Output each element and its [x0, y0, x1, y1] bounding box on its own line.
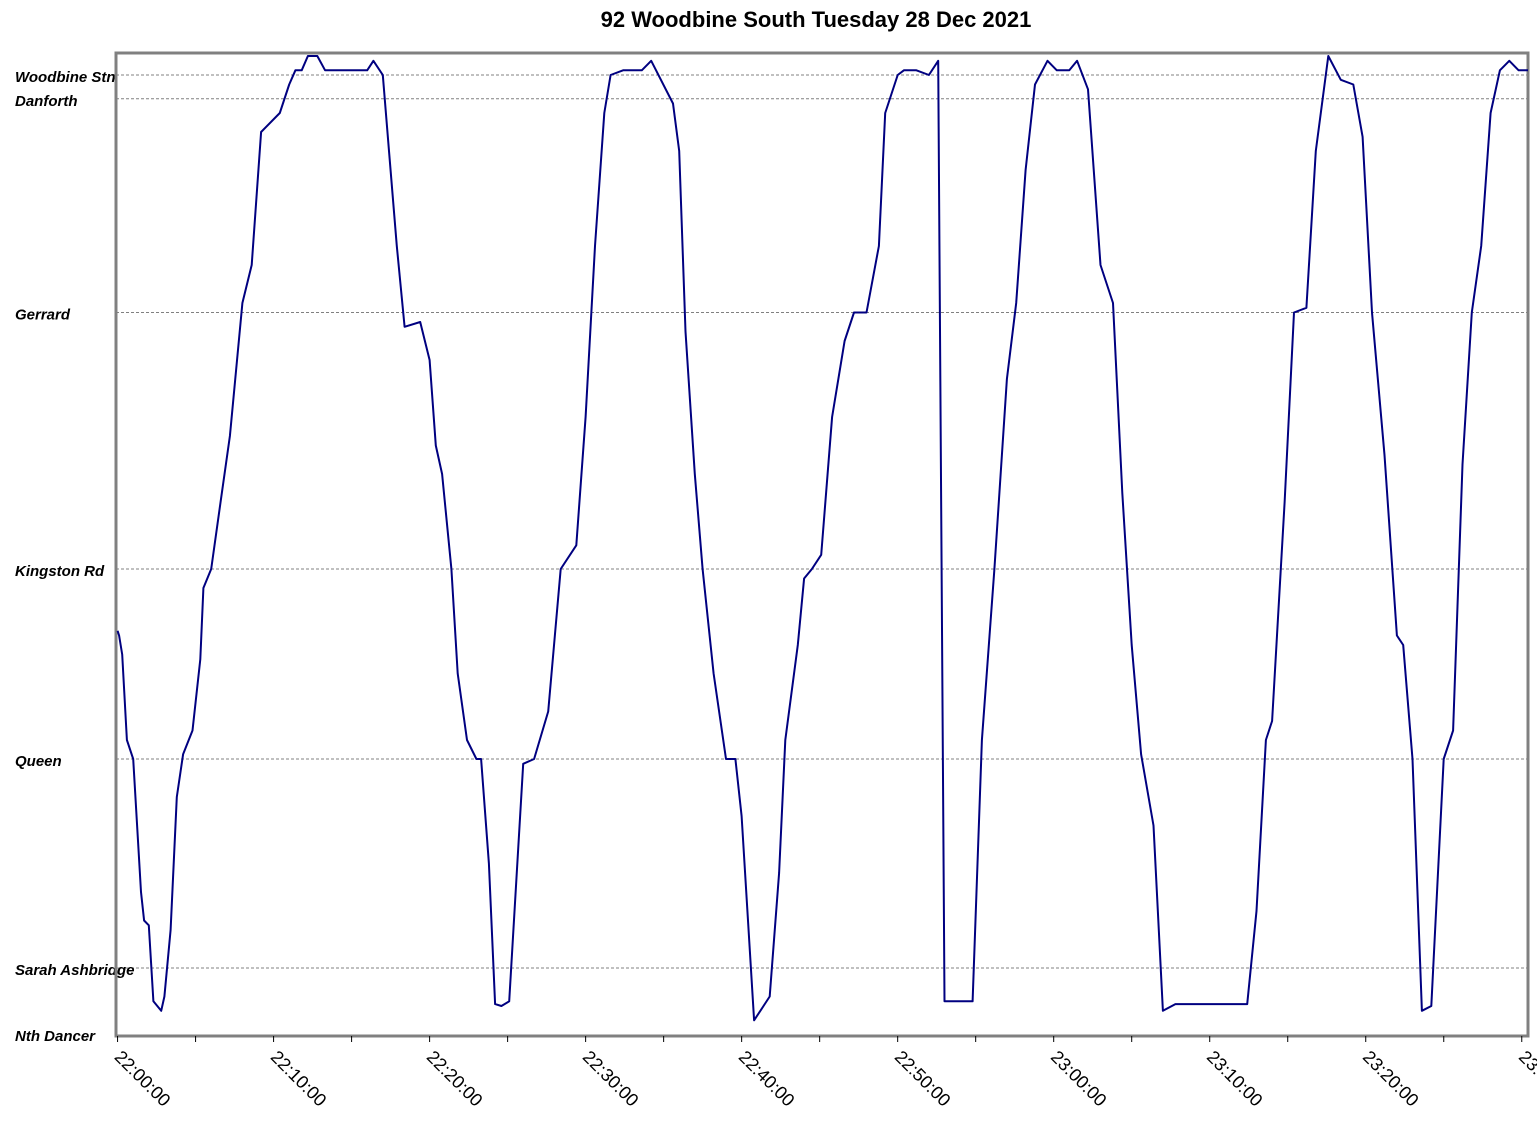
stop-label: Nth Dancer: [15, 1028, 96, 1045]
stop-label: Kingston Rd: [15, 563, 105, 580]
x-tick-label: 23:00:00: [1047, 1047, 1111, 1111]
bus-trace-line: [116, 55, 1528, 1022]
x-tick-label: 22:30:00: [579, 1047, 643, 1111]
x-tick-label: 22:00:00: [111, 1047, 175, 1111]
x-tick-label: 23:10:00: [1203, 1047, 1267, 1111]
chart-title: 92 Woodbine South Tuesday 28 Dec 2021: [601, 7, 1032, 32]
stop-label: Sarah Ashbridge: [15, 962, 134, 979]
x-axis-ticks: [117, 1036, 1523, 1042]
stop-label: Danforth: [15, 93, 78, 110]
plot-frame: [114, 51, 1530, 1038]
stop-label: Queen: [15, 753, 62, 770]
x-tick-label: 22:10:00: [267, 1047, 331, 1111]
stop-label: Woodbine Stn: [15, 69, 116, 86]
x-tick-label: 22:50:00: [891, 1047, 955, 1111]
stop-labels: Woodbine Stn Danforth Gerrard Kingston Rd Qu…: [15, 69, 134, 1045]
x-tick-label: 23:30:00: [1515, 1047, 1537, 1111]
stop-label: Gerrard: [15, 307, 71, 324]
x-axis-tick-labels: 22:00:00 22:10:00 22:20:00 22:30:00 22:40:00…: [111, 1047, 1537, 1111]
x-tick-label: 22:20:00: [423, 1047, 487, 1111]
x-tick-label: 22:40:00: [735, 1047, 799, 1111]
x-tick-label: 23:20:00: [1359, 1047, 1423, 1111]
stop-gridlines: [116, 74, 1528, 969]
